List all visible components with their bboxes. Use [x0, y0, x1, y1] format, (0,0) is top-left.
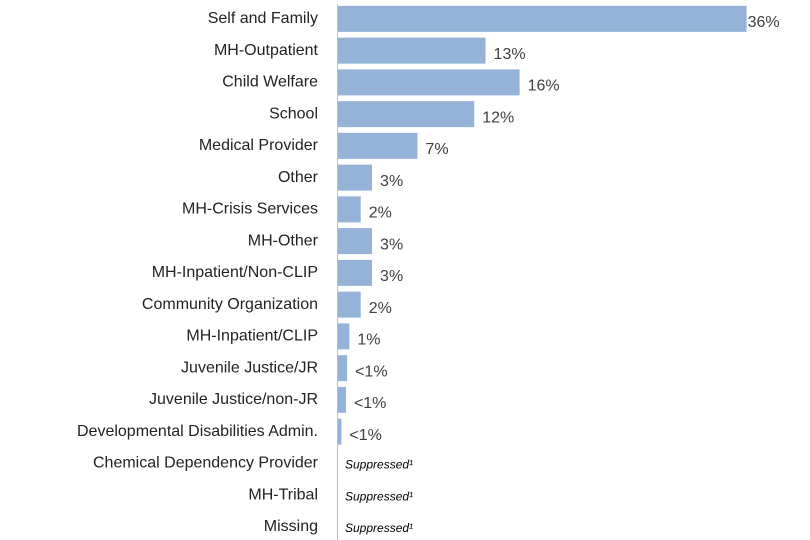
value-label: 2% [369, 205, 392, 222]
category-label: Missing [264, 518, 318, 535]
bar [338, 101, 475, 128]
category-label: MH-Outpatient [214, 42, 319, 59]
category-label: MH-Inpatient/Non-CLIP [152, 264, 318, 281]
category-label: Developmental Disabilities Admin. [77, 423, 318, 440]
bar [338, 259, 373, 286]
value-label: Suppressed¹ [345, 489, 413, 503]
bar [338, 37, 486, 64]
value-label: 16% [528, 78, 560, 95]
category-label: School [269, 105, 318, 122]
category-label: Juvenile Justice/non-JR [149, 391, 318, 408]
bar [338, 132, 418, 159]
bar [338, 69, 520, 96]
value-label: 3% [380, 268, 403, 285]
category-label: MH-Crisis Services [182, 201, 318, 218]
bar [338, 291, 361, 318]
category-label: Other [278, 169, 319, 186]
value-label: 12% [482, 109, 514, 126]
bar [338, 418, 342, 445]
value-label: <1% [355, 363, 387, 380]
value-label: 36% [748, 14, 780, 31]
bar [338, 323, 350, 350]
category-label: MH-Tribal [248, 486, 318, 503]
bar [338, 164, 373, 191]
value-label: Suppressed¹ [345, 521, 413, 535]
value-label: 13% [494, 46, 526, 63]
category-label: Chemical Dependency Provider [93, 455, 319, 472]
category-label: MH-Inpatient/CLIP [186, 328, 318, 345]
value-label: 3% [380, 173, 403, 190]
value-label: 2% [369, 300, 392, 317]
value-label: <1% [354, 395, 386, 412]
value-label: <1% [349, 427, 381, 444]
value-label: 7% [425, 141, 448, 158]
value-label: Suppressed¹ [345, 458, 413, 472]
bar [338, 228, 373, 255]
category-label: Child Welfare [222, 74, 318, 91]
bar [338, 196, 361, 223]
value-label: 3% [380, 236, 403, 253]
category-label: Community Organization [142, 296, 318, 313]
category-label: Medical Provider [199, 137, 319, 154]
category-label: Juvenile Justice/JR [181, 359, 318, 376]
category-label: Self and Family [208, 10, 318, 27]
value-label: 1% [357, 332, 380, 349]
bar [338, 386, 346, 413]
category-label: MH-Other [248, 232, 319, 249]
bar [338, 5, 747, 32]
bar [338, 355, 348, 382]
